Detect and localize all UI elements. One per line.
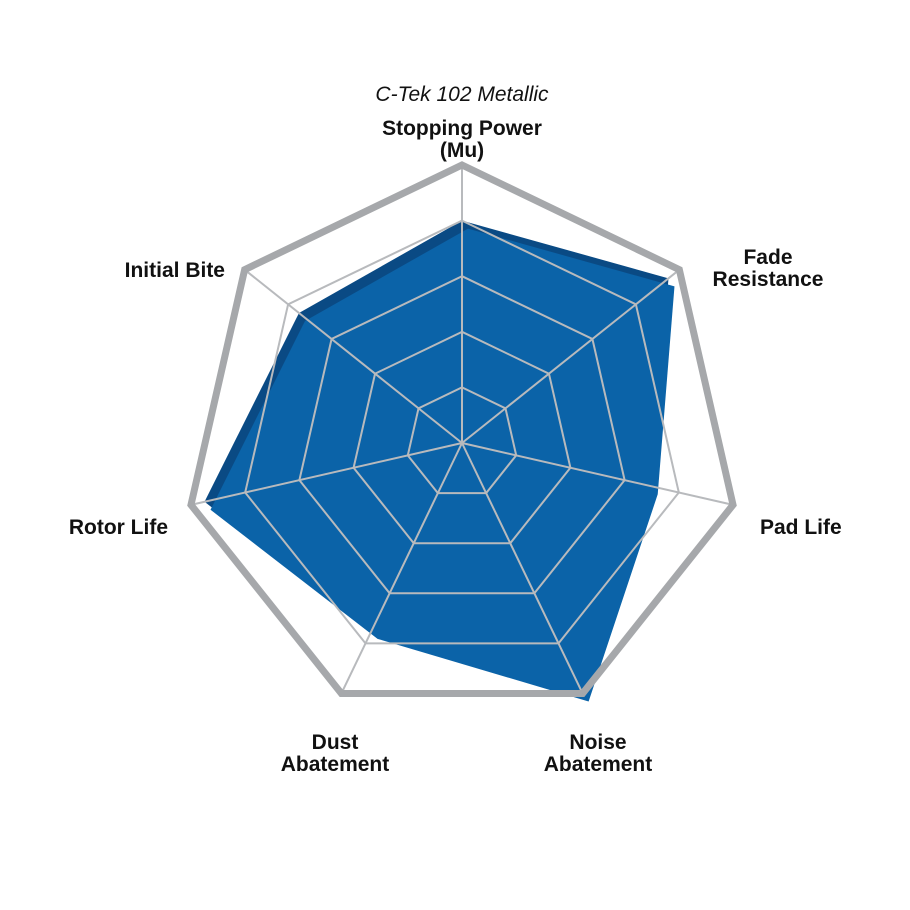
axis-label-line: Dust: [312, 731, 359, 754]
axis-label: Initial Bite: [125, 259, 225, 282]
grid-ring: [352, 330, 572, 545]
axis-label: Noise Abatement: [544, 731, 653, 776]
axis-spoke: [461, 442, 734, 506]
data-area: [210, 228, 675, 702]
grid-ring: [298, 275, 626, 595]
axis-spoke: [340, 442, 463, 694]
axis-spoke: [244, 268, 463, 444]
axis-spoke: [190, 442, 463, 506]
axis-label: Fade Resistance: [713, 246, 824, 291]
axis-label-line: Abatement: [544, 753, 653, 776]
axis-label: Rotor Life: [69, 516, 168, 539]
axis-label-line: Rotor Life: [69, 516, 168, 539]
axis-label: Dust Abatement: [281, 731, 390, 776]
axis-label-line: (Mu): [440, 139, 484, 162]
axis-label-line: Abatement: [281, 753, 390, 776]
axis-label-line: Noise: [569, 731, 626, 754]
chart-title: C-Tek 102 Metallic: [375, 83, 549, 106]
axis-label-line: Pad Life: [760, 516, 842, 539]
outer-frame: [187, 161, 737, 697]
axis-label: Stopping Power (Mu): [382, 117, 542, 162]
grid-ring: [406, 386, 518, 495]
axis-label: Pad Life: [760, 516, 842, 539]
axis-spoke: [461, 442, 584, 694]
axis-label-line: Resistance: [713, 268, 824, 291]
grid-ring: [244, 219, 680, 645]
axis-label-line: Fade: [743, 246, 792, 269]
axis-spoke: [461, 268, 680, 444]
axis-label-line: Initial Bite: [125, 259, 225, 282]
axis-label-line: Stopping Power: [382, 117, 542, 140]
